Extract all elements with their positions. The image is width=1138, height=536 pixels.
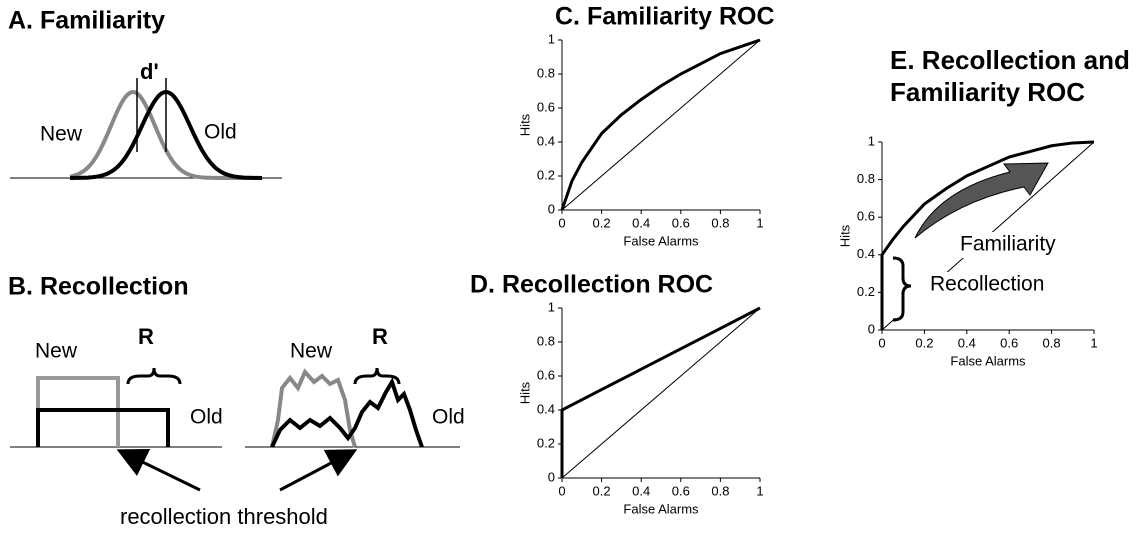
y-tick-label: 0.6 bbox=[537, 367, 555, 382]
new-distribution bbox=[36, 376, 120, 447]
panel-title: C. Familiarity ROC bbox=[555, 3, 775, 31]
x-tick-label: 0.8 bbox=[1043, 335, 1061, 350]
x-axis-label: False Alarms bbox=[623, 501, 699, 516]
y-axis-label: Hits bbox=[517, 381, 532, 404]
label-bg bbox=[895, 252, 925, 328]
brace bbox=[353, 367, 401, 385]
roc-curve bbox=[560, 306, 761, 478]
y-axis-label: Hits bbox=[517, 113, 532, 136]
y-tick-label: 1 bbox=[868, 133, 875, 148]
old-distribution bbox=[36, 408, 170, 447]
y-tick-label: 0.8 bbox=[537, 333, 555, 348]
label: R bbox=[138, 324, 154, 349]
label-bg bbox=[955, 232, 1050, 258]
arrow bbox=[279, 449, 358, 492]
label: New bbox=[290, 340, 333, 363]
y-tick-label: 1 bbox=[548, 31, 555, 46]
panel-title: E. Recollection and Familiarity ROC bbox=[890, 45, 1130, 107]
chance-line bbox=[561, 307, 761, 479]
y-tick-label: 0 bbox=[868, 321, 875, 336]
x-tick-label: 0.4 bbox=[632, 215, 650, 230]
panel-title: B. Recollection bbox=[8, 273, 189, 301]
y-tick-label: 0.6 bbox=[857, 209, 875, 224]
x-tick-label: 1 bbox=[1090, 335, 1097, 350]
y-tick-label: 0.2 bbox=[537, 167, 555, 182]
y-tick-label: 0 bbox=[548, 469, 555, 484]
label: New bbox=[35, 340, 78, 363]
y-tick-label: 0.4 bbox=[537, 401, 555, 416]
new-distribution bbox=[270, 368, 357, 448]
y-tick-label: 0.6 bbox=[537, 99, 555, 114]
x-tick-label: 1 bbox=[756, 215, 763, 230]
chance-line bbox=[561, 39, 761, 211]
x-tick-label: 0.2 bbox=[593, 483, 611, 498]
annotation: Familiarity bbox=[960, 233, 1056, 256]
y-tick-label: 0 bbox=[548, 201, 555, 216]
y-tick-label: 0.4 bbox=[537, 133, 555, 148]
roc-charts: C. Familiarity ROC 0 0.2 0.4 0.6 0.8 1 0 0.2 0.4 0… bbox=[470, 3, 1098, 517]
panel-title: D. Recollection ROC bbox=[470, 271, 713, 299]
label: Old bbox=[190, 406, 223, 429]
x-tick-label: 0 bbox=[558, 215, 565, 230]
annotation: Recollection bbox=[930, 273, 1044, 296]
y-tick-label: 0.8 bbox=[857, 171, 875, 186]
label: Old bbox=[204, 121, 237, 144]
label: R bbox=[372, 324, 388, 349]
label-bg bbox=[925, 272, 1060, 298]
old-distribution bbox=[270, 377, 424, 448]
x-tick-label: 0.8 bbox=[711, 215, 729, 230]
d-label: d' bbox=[140, 59, 159, 84]
roc-curve bbox=[560, 38, 761, 211]
x-axis-label: False Alarms bbox=[623, 233, 699, 248]
x-tick-label: 0 bbox=[558, 483, 565, 498]
x-tick-label: 0.6 bbox=[1000, 335, 1018, 350]
label: Old bbox=[432, 406, 465, 429]
brace bbox=[126, 367, 182, 385]
y-tick-label: 0.2 bbox=[857, 284, 875, 299]
panel-title: A. Familiarity bbox=[8, 7, 165, 35]
x-tick-label: 0.2 bbox=[593, 215, 611, 230]
label: recollection threshold bbox=[120, 504, 328, 529]
x-tick-label: 0.6 bbox=[672, 215, 690, 230]
arrow bbox=[116, 449, 201, 492]
x-tick-label: 0.6 bbox=[672, 483, 690, 498]
x-tick-label: 0.4 bbox=[632, 483, 650, 498]
x-axis-label: False Alarms bbox=[950, 353, 1026, 368]
y-tick-label: 0.8 bbox=[537, 65, 555, 80]
label: New bbox=[40, 123, 83, 146]
y-tick-label: 0.2 bbox=[537, 435, 555, 450]
y-axis-label: Hits bbox=[837, 224, 852, 247]
x-tick-label: 0 bbox=[878, 335, 885, 350]
roc-curve bbox=[880, 140, 1095, 330]
x-tick-label: 0.8 bbox=[711, 483, 729, 498]
y-tick-label: 0.4 bbox=[857, 246, 875, 261]
x-tick-label: 1 bbox=[756, 483, 763, 498]
x-tick-label: 0.2 bbox=[915, 335, 933, 350]
x-tick-label: 0.4 bbox=[958, 335, 976, 350]
familiarity-arrow bbox=[914, 162, 1049, 239]
y-tick-label: 1 bbox=[548, 299, 555, 314]
brace bbox=[892, 256, 912, 322]
